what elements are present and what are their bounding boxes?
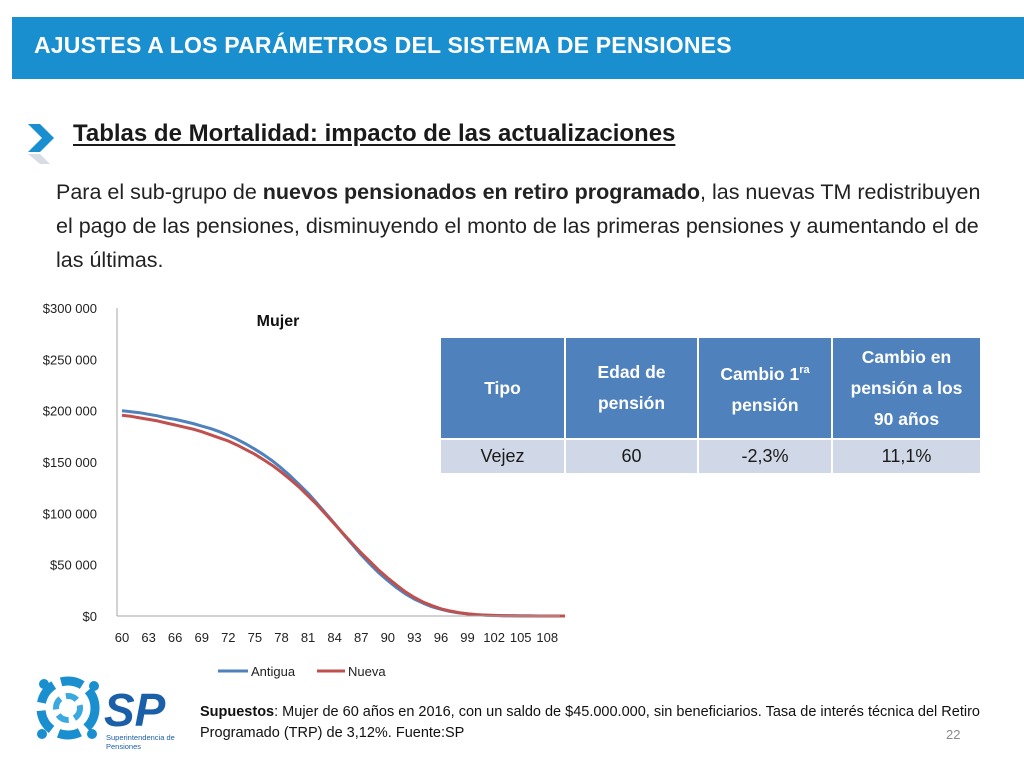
- legend-label-antigua: Antigua: [251, 664, 296, 679]
- x-tick-label: 105: [510, 630, 532, 645]
- x-tick-label: 84: [327, 630, 341, 645]
- x-tick-label: 108: [536, 630, 558, 645]
- x-tick-label: 90: [381, 630, 395, 645]
- x-tick-label: 78: [274, 630, 288, 645]
- slide-title: AJUSTES A LOS PARÁMETROS DEL SISTEMA DE …: [34, 32, 732, 58]
- y-tick-label: $100 000: [43, 506, 97, 521]
- header-edad: Edad de pensión: [564, 336, 699, 440]
- page-number: 22: [946, 727, 961, 742]
- y-tick-label: $200 000: [43, 404, 97, 419]
- x-tick-label: 66: [168, 630, 182, 645]
- y-tick-label: $50 000: [50, 558, 97, 573]
- logo-line-2: Pensiones: [106, 742, 141, 751]
- header-cambio-90: Cambio en pensión a los 90 años: [831, 336, 982, 440]
- cell-cambio-primera: -2,3%: [697, 438, 833, 475]
- x-tick-label: 63: [141, 630, 155, 645]
- y-tick-label: $300 000: [43, 301, 97, 316]
- y-tick-label: $150 000: [43, 455, 97, 470]
- x-tick-label: 69: [195, 630, 209, 645]
- intro-paragraph: Para el sub-grupo de nuevos pensionados …: [56, 175, 991, 277]
- intro-text-after: , las nuevas TM redistribuyen el pago de…: [56, 180, 981, 272]
- pension-change-table: Tipo Edad de pensión Cambio 1ra pensión C…: [439, 336, 982, 475]
- hands-emblem-icon: [36, 676, 100, 740]
- section-title: Tablas de Mortalidad: impacto de las act…: [73, 120, 676, 147]
- intro-text-before: Para el sub-grupo de: [56, 180, 263, 204]
- x-axis-ticks: 60 63 66 69 72 75 78 81 84 87 90 93 96 99 102 105 108: [115, 630, 558, 645]
- x-tick-label: 72: [221, 630, 235, 645]
- footnote-label: Supuestos: [200, 704, 275, 720]
- chart-title: Mujer: [257, 313, 300, 330]
- logo-letters: SP: [104, 684, 166, 736]
- series-line-nueva: [121, 413, 565, 618]
- series-lines: [121, 409, 565, 618]
- chevron-right-icon: [28, 124, 54, 164]
- logo-line-1: Superintendencia de: [106, 733, 175, 742]
- cell-tipo: Vejez: [439, 438, 566, 475]
- x-tick-label: 96: [434, 630, 448, 645]
- header-tipo: Tipo: [439, 336, 566, 440]
- legend-label-nueva: Nueva: [348, 664, 386, 679]
- x-tick-label: 93: [407, 630, 421, 645]
- table-header-row: Tipo Edad de pensión Cambio 1ra pensión C…: [439, 336, 982, 440]
- header-cambio-primera-sup: ra: [799, 364, 810, 377]
- y-tick-label: $0: [83, 609, 97, 624]
- cell-cambio-90: 11,1%: [831, 438, 982, 475]
- x-tick-label: 87: [354, 630, 368, 645]
- pension-line-chart: $300 000 $250 000 $200 000 $150 000 $100 000…: [43, 301, 565, 679]
- x-tick-label: 81: [301, 630, 315, 645]
- header-bar: AJUSTES A LOS PARÁMETROS DEL SISTEMA DE …: [12, 17, 1024, 79]
- chart-legend: Antigua Nueva: [218, 664, 386, 679]
- x-tick-label: 99: [460, 630, 474, 645]
- intro-text-bold: nuevos pensionados en retiro programado: [262, 180, 701, 204]
- x-tick-label: 75: [248, 630, 262, 645]
- header-cambio-primera: Cambio 1ra pensión: [697, 336, 833, 440]
- y-axis-ticks: $300 000 $250 000 $200 000 $150 000 $100 000…: [43, 301, 97, 624]
- table-row: Vejez 60 -2,3% 11,1%: [439, 438, 982, 475]
- header-cambio-primera-base: Cambio 1: [720, 363, 800, 384]
- footnote-text: : Mujer de 60 años en 2016, con un saldo…: [200, 704, 980, 741]
- header-cambio-primera-rest: pensión: [731, 394, 799, 415]
- y-tick-label: $250 000: [43, 352, 97, 367]
- x-tick-label: 102: [483, 630, 505, 645]
- x-tick-label: 60: [115, 630, 129, 645]
- sp-logo: SP Superintendencia de Pensiones: [36, 676, 175, 751]
- footnote: Supuestos: Mujer de 60 años en 2016, con…: [200, 702, 990, 744]
- cell-edad: 60: [564, 438, 699, 475]
